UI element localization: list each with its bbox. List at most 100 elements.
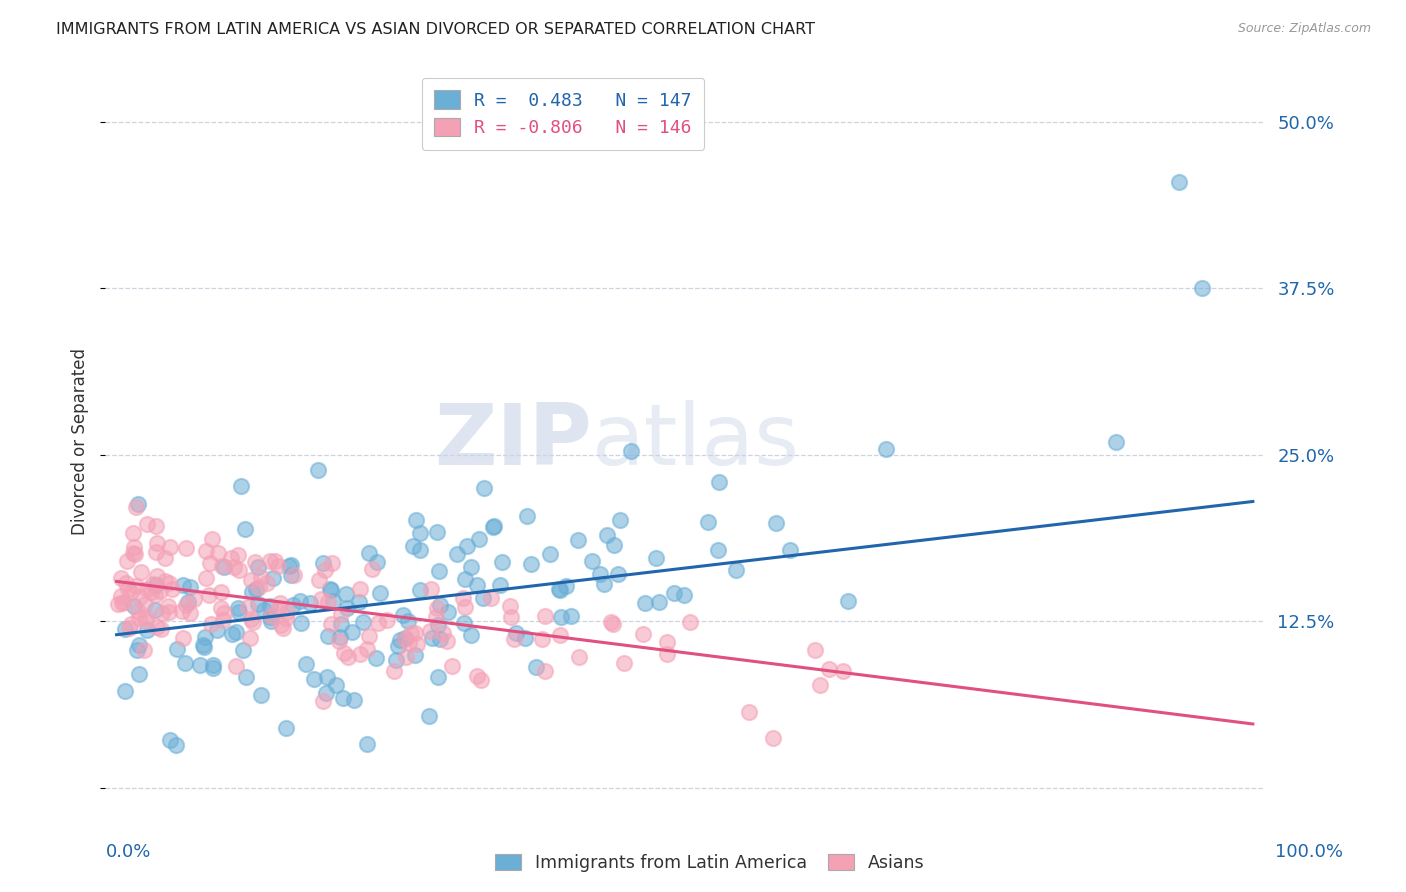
Point xyxy=(548,582,571,596)
Point xyxy=(321,557,343,571)
Point xyxy=(516,509,538,524)
Point xyxy=(280,568,302,582)
Point xyxy=(832,664,855,678)
Point xyxy=(149,583,172,598)
Point xyxy=(1168,175,1191,189)
Point xyxy=(679,615,702,629)
Point xyxy=(240,585,263,599)
Point xyxy=(336,600,359,615)
Point xyxy=(162,582,184,596)
Point xyxy=(340,624,363,639)
Point xyxy=(221,627,243,641)
Point xyxy=(128,666,150,681)
Point xyxy=(329,617,352,632)
Point xyxy=(127,643,149,657)
Point xyxy=(191,638,214,652)
Point xyxy=(129,565,152,579)
Point xyxy=(266,603,288,617)
Point xyxy=(325,678,347,692)
Point xyxy=(110,589,132,603)
Point xyxy=(117,582,139,596)
Point xyxy=(120,585,142,599)
Point xyxy=(429,632,451,647)
Point xyxy=(232,643,254,657)
Point xyxy=(267,558,290,573)
Point xyxy=(388,633,411,648)
Point xyxy=(150,622,173,636)
Point xyxy=(124,547,146,561)
Point xyxy=(436,605,458,619)
Point xyxy=(202,661,225,675)
Point xyxy=(312,694,335,708)
Point xyxy=(366,650,388,665)
Point xyxy=(281,598,304,612)
Point xyxy=(817,662,839,676)
Point xyxy=(460,559,482,574)
Point xyxy=(115,554,138,568)
Point xyxy=(465,669,488,683)
Point xyxy=(588,566,610,581)
Point xyxy=(321,594,343,608)
Point xyxy=(212,614,235,628)
Point xyxy=(330,607,353,621)
Point xyxy=(262,571,284,585)
Point xyxy=(179,606,201,620)
Point xyxy=(321,582,343,597)
Point xyxy=(260,614,283,628)
Point xyxy=(402,539,425,553)
Point xyxy=(837,594,859,608)
Point xyxy=(405,513,427,527)
Point xyxy=(122,526,145,541)
Point xyxy=(170,604,193,618)
Point xyxy=(600,615,623,629)
Point xyxy=(142,577,165,591)
Point xyxy=(531,632,554,646)
Point xyxy=(145,578,167,592)
Point xyxy=(427,564,450,578)
Point xyxy=(221,551,243,566)
Point xyxy=(269,596,291,610)
Text: Source: ZipAtlas.com: Source: ZipAtlas.com xyxy=(1237,22,1371,36)
Point xyxy=(122,540,145,554)
Point xyxy=(491,555,513,569)
Point xyxy=(157,606,180,620)
Point xyxy=(664,585,686,599)
Point xyxy=(432,626,454,640)
Point xyxy=(153,574,176,589)
Point xyxy=(135,517,157,532)
Point xyxy=(253,602,276,616)
Point xyxy=(150,607,173,621)
Point xyxy=(404,625,426,640)
Point xyxy=(352,615,374,629)
Point xyxy=(143,603,166,617)
Point xyxy=(226,601,249,615)
Point xyxy=(634,595,657,609)
Point xyxy=(385,653,408,667)
Point xyxy=(409,583,432,598)
Point xyxy=(484,519,506,533)
Point xyxy=(118,621,141,635)
Point xyxy=(319,582,342,597)
Point xyxy=(696,515,718,529)
Point xyxy=(451,591,474,605)
Point xyxy=(111,596,134,610)
Point xyxy=(247,597,270,611)
Legend: R =  0.483   N = 147, R = -0.806   N = 146: R = 0.483 N = 147, R = -0.806 N = 146 xyxy=(422,78,704,150)
Point xyxy=(288,593,311,607)
Point xyxy=(174,541,197,556)
Point xyxy=(307,463,329,477)
Point xyxy=(548,583,571,598)
Point xyxy=(875,442,897,456)
Point xyxy=(239,631,262,645)
Point xyxy=(655,647,678,661)
Point xyxy=(446,547,468,561)
Point xyxy=(596,528,619,542)
Point xyxy=(128,611,150,625)
Point xyxy=(135,615,157,629)
Point xyxy=(135,624,157,638)
Point xyxy=(366,556,388,570)
Point xyxy=(146,569,169,583)
Point xyxy=(159,733,181,747)
Point xyxy=(465,578,488,592)
Point xyxy=(409,542,432,557)
